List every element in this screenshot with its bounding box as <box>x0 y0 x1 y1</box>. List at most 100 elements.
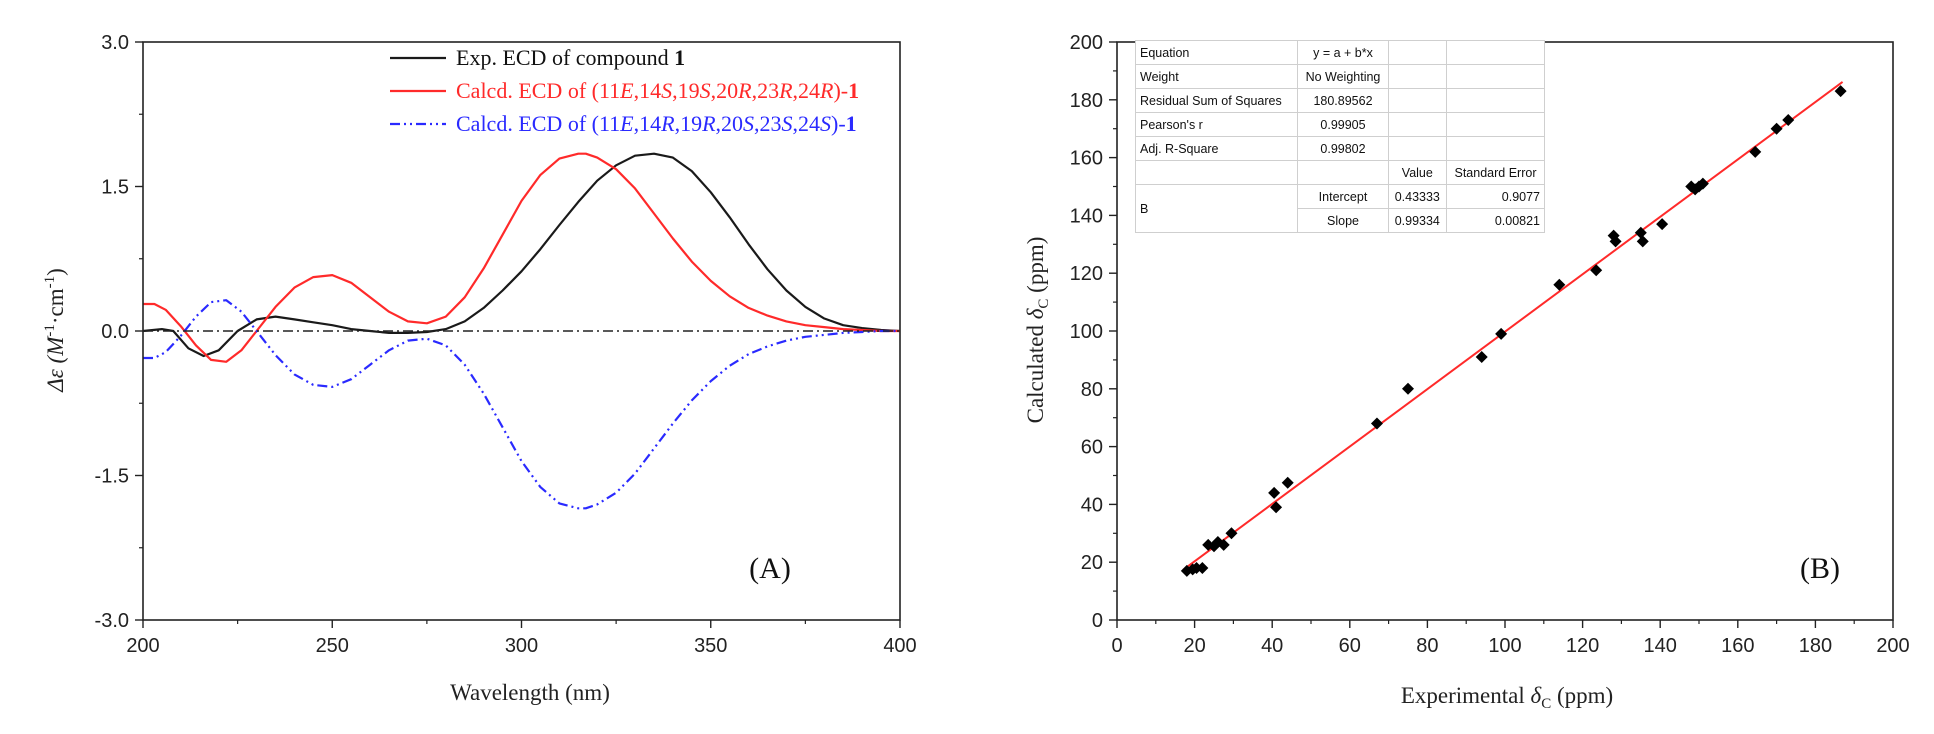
empty-cell <box>1387 88 1447 113</box>
y-tick-label: 160 <box>1070 148 1103 170</box>
y-tick-label: 1.5 <box>101 177 129 199</box>
empty-cell <box>1297 160 1389 185</box>
param-header-error: Standard Error <box>1445 160 1546 185</box>
scatter-point <box>1770 122 1783 135</box>
y-tick-label: 120 <box>1070 263 1103 285</box>
scatter-points-group <box>1180 85 1847 577</box>
scatter-point <box>1749 145 1762 158</box>
ecd-series-group <box>142 152 901 510</box>
param-name: Slope <box>1297 208 1389 233</box>
x-tick-label: 140 <box>1644 635 1677 657</box>
table-row: Slope 0.99334 0.00821 <box>1136 208 1546 233</box>
x-tick-label: 200 <box>1876 635 1909 657</box>
param-value: 0.43333 <box>1387 184 1447 209</box>
stat-label: Weight <box>1134 64 1299 89</box>
correlation-y-axis-title: Calculated δC (ppm) <box>1023 237 1052 424</box>
y-tick-label: 3.0 <box>101 32 129 54</box>
correlation-axis-ticks: 0 20 40 60 80 100 120 140 160 180 200 0 20 40 60 80 100 1… <box>1070 32 1910 657</box>
empty-cell <box>1445 64 1546 89</box>
empty-cell <box>1387 112 1447 137</box>
empty-cell <box>1445 112 1546 137</box>
param-name: Intercept <box>1297 184 1389 209</box>
scatter-point <box>1217 538 1230 551</box>
x-tick-label: 100 <box>1488 635 1521 657</box>
stat-value: y = a + b*x <box>1297 40 1389 65</box>
y-tick-label: 0.0 <box>101 321 129 343</box>
stat-label: Residual Sum of Squares <box>1134 88 1299 113</box>
param-group-label: B <box>1134 184 1299 233</box>
scatter-point <box>1782 114 1795 127</box>
param-header-value: Value <box>1387 160 1447 185</box>
stat-value: 0.99905 <box>1297 112 1389 137</box>
stat-label: Pearson's r <box>1134 112 1299 137</box>
empty-cell <box>1387 40 1447 65</box>
x-tick-label: 300 <box>505 635 538 657</box>
empty-cell <box>1445 88 1546 113</box>
empty-cell <box>1134 160 1299 185</box>
scatter-point <box>1553 278 1566 291</box>
table-row: Weight No Weighting <box>1134 64 1546 89</box>
x-tick-label: 0 <box>1111 635 1122 657</box>
correlation-chart-panel: 0 20 40 60 80 100 120 140 160 180 200 0 20 40 60 80 100 1… <box>1023 32 1910 712</box>
y-tick-label: 40 <box>1081 494 1103 516</box>
table-row: Pearson's r 0.99905 <box>1134 112 1546 137</box>
param-value: 0.99334 <box>1387 208 1447 233</box>
ecd-legend: Exp. ECD of compound 1 Calcd. ECD of (11E… <box>390 45 859 136</box>
ecd-axis-ticks: 200 250 300 350 400 -3.0 -1.5 0.0 1.5 3.0 <box>95 32 917 657</box>
ecd-x-axis-title: Wavelength (nm) <box>450 680 610 705</box>
legend-entry: Calcd. ECD of (11E,14R,19R,20S,23S,24S)-… <box>456 111 857 136</box>
scatter-point <box>1196 561 1209 574</box>
correlation-x-axis-title: Experimental δC (ppm) <box>1401 683 1613 712</box>
x-tick-label: 200 <box>126 635 159 657</box>
ecd-series-line-1 <box>142 152 901 358</box>
x-tick-label: 60 <box>1339 635 1361 657</box>
empty-cell <box>1387 136 1447 161</box>
scatter-point <box>1268 486 1281 499</box>
x-tick-label: 400 <box>883 635 916 657</box>
scatter-point <box>1495 327 1508 340</box>
scatter-point <box>1475 351 1488 364</box>
y-tick-label: 80 <box>1081 379 1103 401</box>
empty-cell <box>1387 64 1447 89</box>
scatter-point <box>1270 501 1283 514</box>
scatter-point <box>1590 264 1603 277</box>
y-tick-label: 100 <box>1070 321 1103 343</box>
scatter-point <box>1225 527 1238 540</box>
y-tick-label: -1.5 <box>95 466 129 488</box>
scatter-point <box>1656 218 1669 231</box>
x-tick-label: 160 <box>1721 635 1754 657</box>
scatter-point <box>1609 235 1622 248</box>
param-error: 0.9077 <box>1445 184 1546 209</box>
y-tick-label: 60 <box>1081 437 1103 459</box>
y-tick-label: 180 <box>1070 90 1103 112</box>
x-tick-label: 250 <box>316 635 349 657</box>
empty-cell <box>1445 136 1546 161</box>
scatter-point <box>1402 382 1414 395</box>
ecd-y-axis-title: Δε (M-1·cm-1) <box>42 268 68 393</box>
ecd-series-line-2 <box>143 152 900 363</box>
legend-entry: Exp. ECD of compound 1 <box>456 45 685 70</box>
x-tick-label: 80 <box>1416 635 1438 657</box>
scatter-point <box>1696 177 1709 190</box>
stat-label: Equation <box>1134 40 1299 65</box>
scatter-point <box>1281 476 1294 489</box>
panel-a-label: (A) <box>749 552 791 585</box>
x-tick-label: 350 <box>694 635 727 657</box>
scatter-point <box>1636 235 1649 248</box>
panel-b-label: (B) <box>1800 552 1840 585</box>
scatter-point <box>1370 417 1383 430</box>
stat-value: No Weighting <box>1297 64 1389 89</box>
ecd-chart-panel: 200 250 300 350 400 -3.0 -1.5 0.0 1.5 3.0 Wavelen… <box>42 32 917 705</box>
scatter-point <box>1634 226 1647 239</box>
y-tick-label: 140 <box>1070 205 1103 227</box>
ecd-series-line-3 <box>143 299 900 510</box>
x-tick-label: 180 <box>1799 635 1832 657</box>
x-tick-label: 120 <box>1566 635 1599 657</box>
regression-stats-table: Equation y = a + b*x Weight No Weighting… <box>1134 40 1546 233</box>
y-tick-label: 0 <box>1092 610 1103 632</box>
table-row: Equation y = a + b*x <box>1134 40 1546 65</box>
stat-value: 180.89562 <box>1297 88 1389 113</box>
empty-cell <box>1445 40 1546 65</box>
legend-entry: Calcd. ECD of (11E,14S,19S,20R,23R,24R)-… <box>456 78 859 103</box>
